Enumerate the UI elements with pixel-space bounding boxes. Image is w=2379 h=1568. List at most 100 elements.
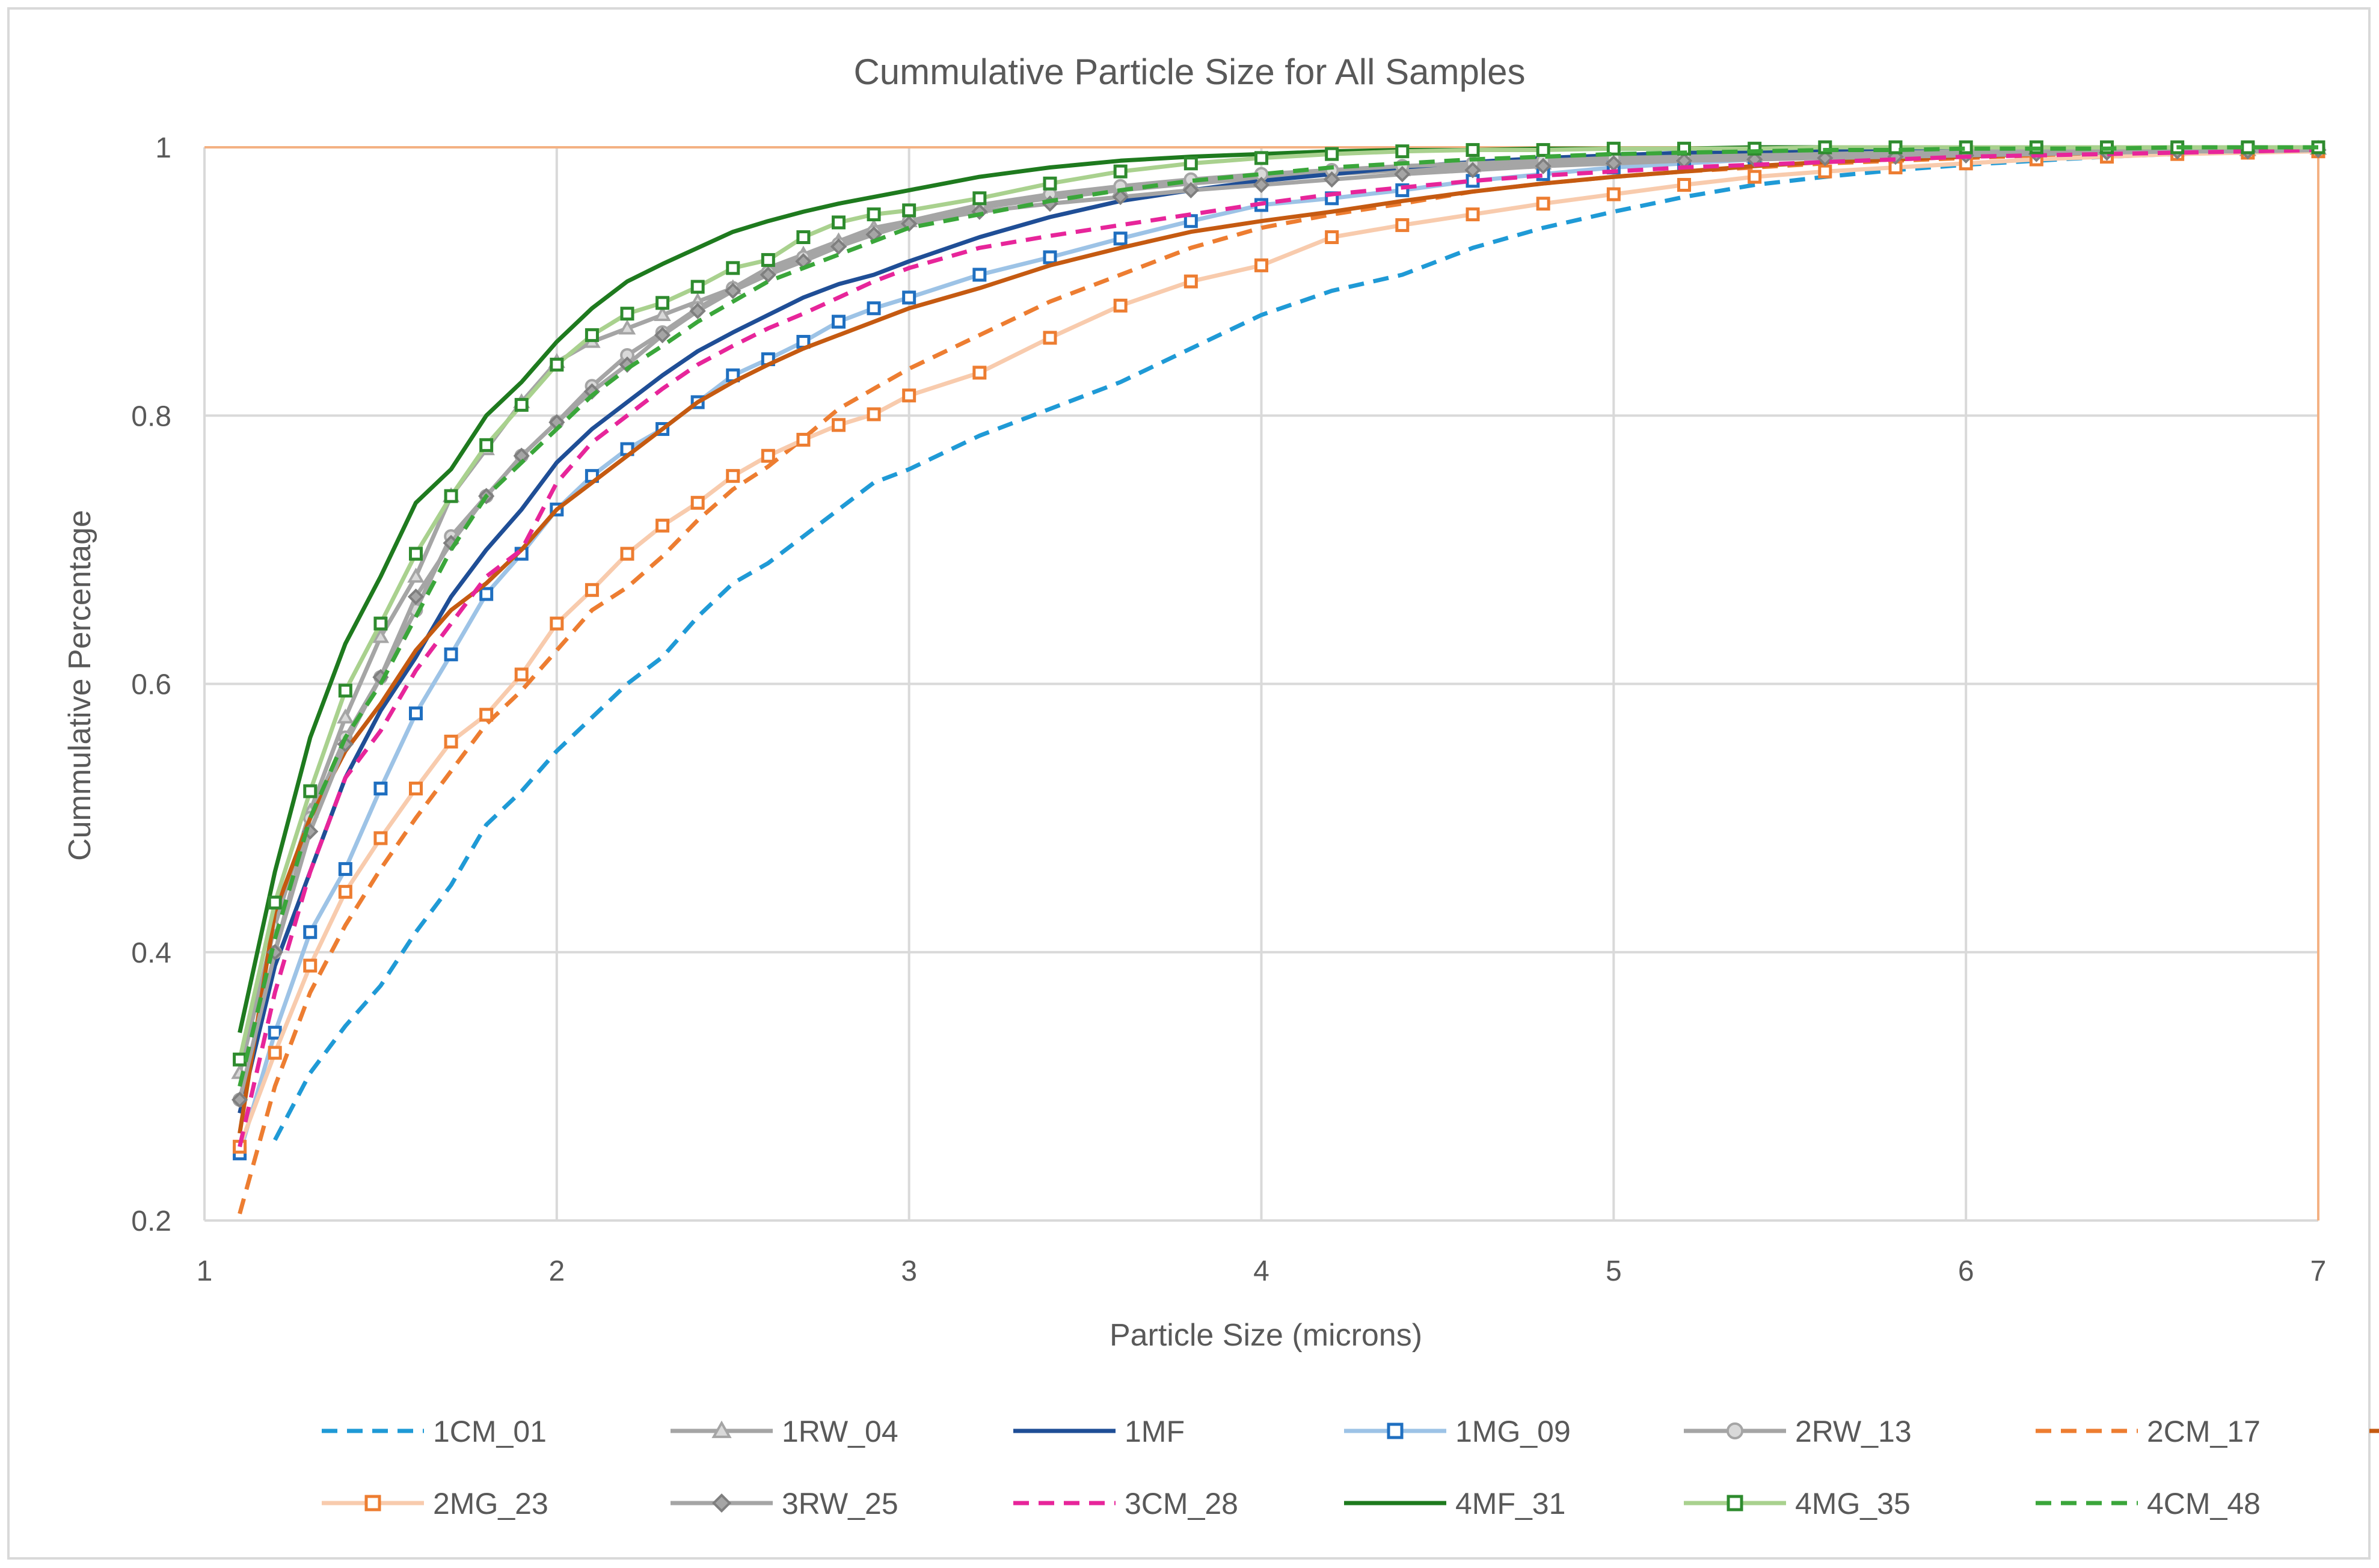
square-marker bbox=[1387, 1423, 1404, 1439]
diamond-marker bbox=[760, 266, 776, 283]
legend-label: 1CM_01 bbox=[433, 1415, 547, 1448]
series-2MG_23 bbox=[233, 144, 2325, 1154]
triangle-marker bbox=[654, 306, 671, 322]
diamond-marker bbox=[1535, 158, 1552, 174]
square-marker bbox=[726, 261, 740, 275]
y-tick-label: 0.6 bbox=[131, 669, 171, 701]
diamond-marker bbox=[1112, 188, 1129, 206]
square-marker bbox=[972, 268, 987, 282]
x-tick-label: 6 bbox=[1958, 1255, 1974, 1287]
y-axis-title: Cummulative Percentage bbox=[63, 510, 97, 861]
series-1CM_01 bbox=[273, 148, 2319, 1141]
square-marker bbox=[1395, 218, 1410, 232]
series-line bbox=[238, 146, 2318, 1154]
diamond-marker bbox=[1182, 182, 1199, 199]
diamond-marker bbox=[1817, 150, 1834, 167]
square-marker bbox=[1466, 207, 1480, 222]
series-line bbox=[238, 145, 2318, 1087]
square-marker bbox=[268, 895, 282, 910]
square-marker bbox=[479, 708, 494, 722]
square-marker bbox=[585, 328, 599, 342]
circle-marker bbox=[1726, 1422, 1744, 1440]
square-marker bbox=[1395, 144, 1410, 159]
legend-item: 4MG_35 bbox=[1684, 1487, 1911, 1521]
legend-item: 4CM_48 bbox=[2036, 1487, 2261, 1521]
square-marker bbox=[1183, 214, 1198, 228]
square-marker bbox=[867, 207, 881, 222]
square-marker bbox=[832, 314, 846, 329]
x-tick-label: 1 bbox=[197, 1255, 213, 1287]
square-marker bbox=[1466, 142, 1480, 157]
legend-item: 4MF_31 bbox=[1344, 1487, 1565, 1521]
square-marker bbox=[1043, 176, 1057, 191]
series-line bbox=[238, 145, 2318, 1061]
square-marker bbox=[1043, 250, 1057, 265]
legend-label: 2CM_17 bbox=[2147, 1415, 2261, 1448]
square-marker bbox=[620, 547, 634, 561]
legend-label: 2MG_23 bbox=[433, 1487, 548, 1521]
legend: 1CM_01 1RW_04 1MF 1MG_09 2RW_13 2CM_17 2MF 2MG_… bbox=[322, 1415, 2379, 1521]
triangle-marker bbox=[372, 628, 390, 643]
series-lines bbox=[231, 139, 2327, 1214]
square-marker bbox=[364, 1495, 381, 1511]
legend-label: 3RW_25 bbox=[782, 1487, 898, 1521]
square-marker bbox=[409, 547, 423, 561]
legend-label: 1MG_09 bbox=[1455, 1415, 1571, 1448]
square-marker bbox=[409, 782, 423, 796]
legend-label: 3CM_28 bbox=[1125, 1487, 1238, 1521]
legend-item: 2CM_17 bbox=[2036, 1415, 2261, 1448]
square-marker bbox=[1325, 147, 1339, 161]
square-marker bbox=[514, 667, 529, 682]
square-marker bbox=[373, 616, 388, 631]
square-marker bbox=[1183, 156, 1198, 171]
diamond-marker bbox=[407, 588, 425, 605]
square-marker bbox=[1677, 177, 1691, 192]
series-line bbox=[238, 148, 2319, 1214]
series-4MF_31 bbox=[238, 145, 2318, 1034]
chart-title: Cummulative Particle Size for All Sample… bbox=[853, 52, 1525, 92]
square-marker bbox=[303, 958, 318, 973]
legend-item: 3CM_28 bbox=[1013, 1487, 1238, 1521]
square-marker bbox=[303, 925, 318, 939]
diamond-marker bbox=[654, 326, 671, 344]
legend-item: 1MF bbox=[1013, 1415, 1185, 1448]
square-marker bbox=[1043, 331, 1057, 345]
diamond-marker bbox=[689, 302, 706, 319]
triangle-marker bbox=[407, 568, 425, 583]
series-line bbox=[238, 146, 2319, 1074]
square-marker bbox=[1325, 230, 1339, 244]
legend-item: 1RW_04 bbox=[671, 1415, 898, 1448]
triangle-marker bbox=[618, 319, 636, 335]
square-marker bbox=[479, 438, 494, 452]
triangle-marker bbox=[711, 1420, 732, 1438]
y-tick-label: 1 bbox=[155, 132, 171, 164]
square-marker bbox=[1113, 231, 1128, 246]
square-marker bbox=[585, 583, 599, 597]
tick-labels: 1 2 3 4 5 6 7 0.2 0.4 0.6 0.8 1 bbox=[131, 132, 2326, 1287]
legend-label: 2RW_13 bbox=[1795, 1415, 1912, 1448]
legend-label: 1RW_04 bbox=[782, 1415, 898, 1448]
square-marker bbox=[550, 616, 564, 631]
series-1MG_09 bbox=[233, 141, 2325, 1160]
x-tick-label: 4 bbox=[1253, 1255, 1269, 1287]
legend-item: 1MG_09 bbox=[1344, 1415, 1571, 1448]
gridlines bbox=[204, 147, 2318, 1220]
square-marker bbox=[1536, 197, 1550, 211]
square-marker bbox=[690, 495, 705, 510]
square-marker bbox=[902, 290, 916, 305]
square-marker bbox=[268, 1026, 282, 1040]
series-2CM_17 bbox=[238, 148, 2319, 1214]
square-marker bbox=[972, 366, 987, 380]
square-marker bbox=[338, 862, 352, 876]
square-marker bbox=[867, 407, 881, 421]
triangle-marker bbox=[337, 708, 354, 724]
y-tick-label: 0.8 bbox=[131, 400, 171, 432]
legend-label: 4MG_35 bbox=[1795, 1487, 1911, 1521]
diamond-marker bbox=[231, 1091, 248, 1108]
plot-border bbox=[203, 146, 2319, 1222]
legend-item: 2MG_23 bbox=[322, 1487, 548, 1521]
square-marker bbox=[620, 307, 634, 321]
diamond-marker bbox=[1394, 165, 1411, 183]
x-axis-title: Particle Size (microns) bbox=[1110, 1318, 1422, 1353]
square-marker bbox=[1727, 1495, 1743, 1511]
